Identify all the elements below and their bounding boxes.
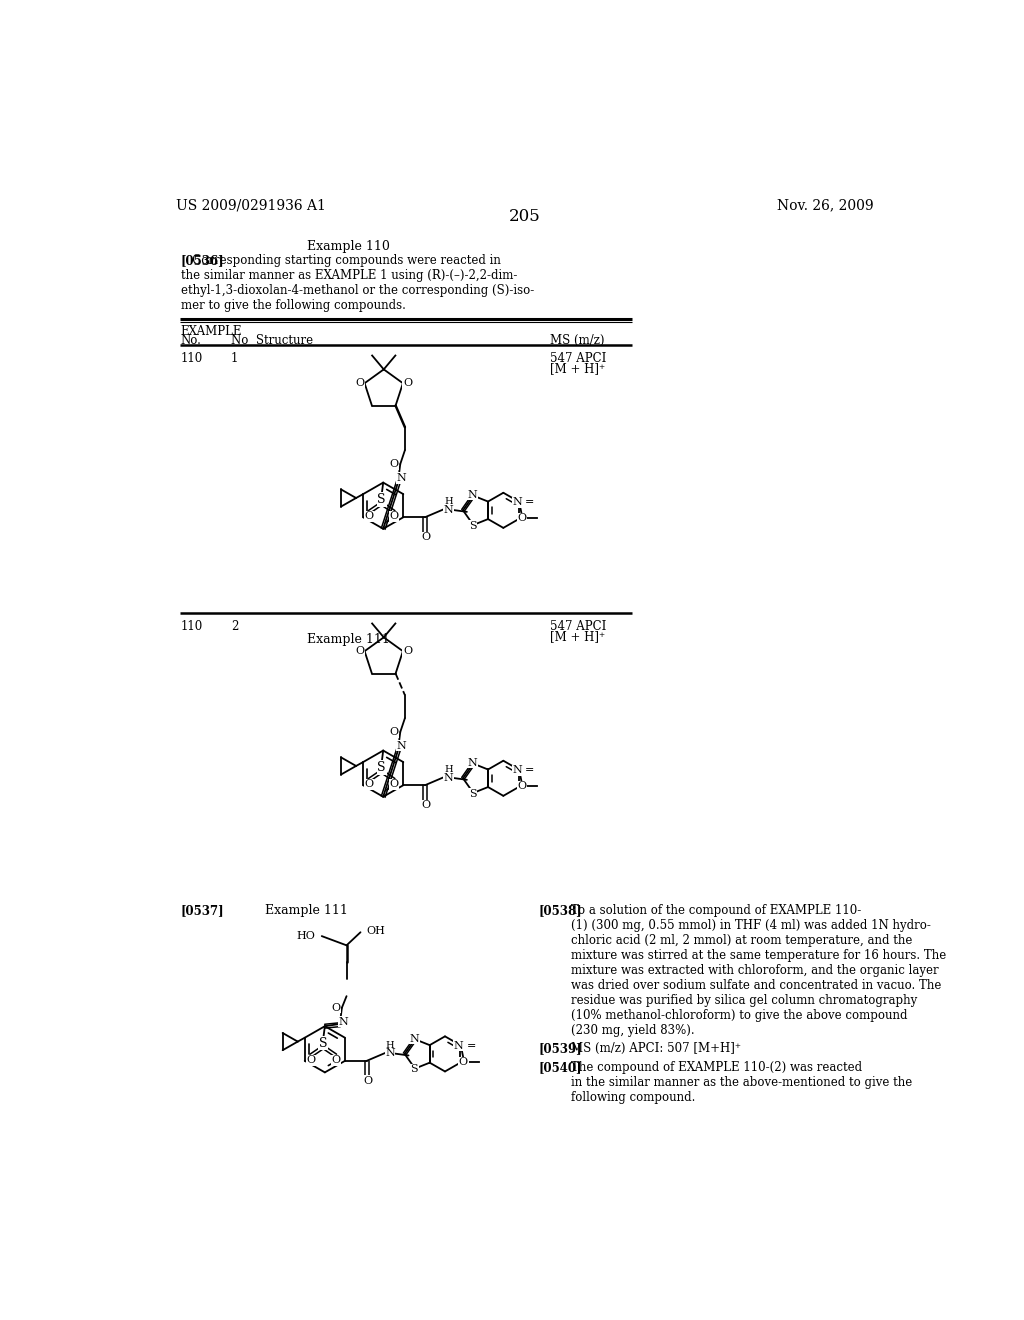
Text: N: N xyxy=(468,490,477,500)
Text: [0538]: [0538] xyxy=(539,904,583,917)
Text: N: N xyxy=(512,766,522,775)
Text: EXAMPLE: EXAMPLE xyxy=(180,325,243,338)
Text: [0540]: [0540] xyxy=(539,1061,583,1074)
Text: N: N xyxy=(397,741,407,751)
Text: O: O xyxy=(421,800,430,810)
Text: N: N xyxy=(443,504,454,515)
Text: H: H xyxy=(444,766,453,775)
Text: N: N xyxy=(454,1041,464,1051)
Text: O: O xyxy=(331,1055,340,1065)
Text: N: N xyxy=(512,498,522,507)
Text: N: N xyxy=(443,772,454,783)
Text: Example 110: Example 110 xyxy=(307,240,390,253)
Text: [M + H]⁺: [M + H]⁺ xyxy=(550,630,605,643)
Text: O: O xyxy=(362,1076,372,1086)
Text: The compound of EXAMPLE 110-(2) was reacted
in the similar manner as the above-m: The compound of EXAMPLE 110-(2) was reac… xyxy=(571,1061,912,1104)
Text: Corresponding starting compounds were reacted in
the similar manner as EXAMPLE 1: Corresponding starting compounds were re… xyxy=(180,253,534,312)
Text: S: S xyxy=(319,1036,328,1049)
Text: US 2009/0291936 A1: US 2009/0291936 A1 xyxy=(176,198,326,213)
Text: O: O xyxy=(355,647,365,656)
Text: Example 111: Example 111 xyxy=(265,904,348,917)
Text: O: O xyxy=(517,781,526,792)
Text: S: S xyxy=(378,762,386,774)
Text: [0536]: [0536] xyxy=(180,253,224,267)
Text: 110: 110 xyxy=(180,352,203,366)
Text: Nov. 26, 2009: Nov. 26, 2009 xyxy=(777,198,873,213)
Text: O: O xyxy=(331,1003,340,1012)
Text: N: N xyxy=(339,1016,348,1027)
Text: =: = xyxy=(525,498,535,507)
Text: 2: 2 xyxy=(231,620,239,634)
Text: O: O xyxy=(389,779,398,789)
Text: O: O xyxy=(306,1055,315,1065)
Text: O: O xyxy=(355,379,365,388)
Text: 1: 1 xyxy=(231,352,239,366)
Text: N: N xyxy=(397,473,407,483)
Text: O: O xyxy=(389,727,398,737)
Text: [0539]: [0539] xyxy=(539,1043,583,1056)
Text: N: N xyxy=(385,1048,395,1059)
Text: S: S xyxy=(469,788,476,799)
Text: N: N xyxy=(410,1034,419,1044)
Text: N: N xyxy=(468,758,477,768)
Text: S: S xyxy=(469,520,476,531)
Text: No  Structure: No Structure xyxy=(231,334,313,347)
Text: 547 APCI: 547 APCI xyxy=(550,620,607,634)
Text: 205: 205 xyxy=(509,209,541,226)
Text: O: O xyxy=(421,532,430,543)
Text: O: O xyxy=(365,779,374,789)
Text: H: H xyxy=(444,498,453,507)
Text: =: = xyxy=(525,766,535,775)
Text: O: O xyxy=(389,511,398,521)
Text: HO: HO xyxy=(297,931,315,941)
Text: Example 111: Example 111 xyxy=(307,632,390,645)
Text: S: S xyxy=(411,1064,418,1074)
Text: 110: 110 xyxy=(180,620,203,634)
Text: O: O xyxy=(459,1057,468,1067)
Text: OH: OH xyxy=(367,925,386,936)
Text: =: = xyxy=(467,1041,476,1051)
Text: O: O xyxy=(365,511,374,521)
Text: No.: No. xyxy=(180,334,202,347)
Text: O: O xyxy=(403,647,412,656)
Text: [M + H]⁺: [M + H]⁺ xyxy=(550,362,605,375)
Text: 547 APCI: 547 APCI xyxy=(550,352,607,366)
Text: MS (m/z): MS (m/z) xyxy=(550,334,605,347)
Text: O: O xyxy=(389,459,398,469)
Text: H: H xyxy=(386,1041,394,1049)
Text: O: O xyxy=(517,513,526,524)
Text: To a solution of the compound of EXAMPLE 110-
(1) (300 mg, 0.55 mmol) in THF (4 : To a solution of the compound of EXAMPLE… xyxy=(571,904,946,1036)
Text: S: S xyxy=(378,494,386,506)
Text: O: O xyxy=(403,379,412,388)
Text: [0537]: [0537] xyxy=(180,904,224,917)
Text: MS (m/z) APCI: 507 [M+H]⁺: MS (m/z) APCI: 507 [M+H]⁺ xyxy=(571,1043,741,1056)
